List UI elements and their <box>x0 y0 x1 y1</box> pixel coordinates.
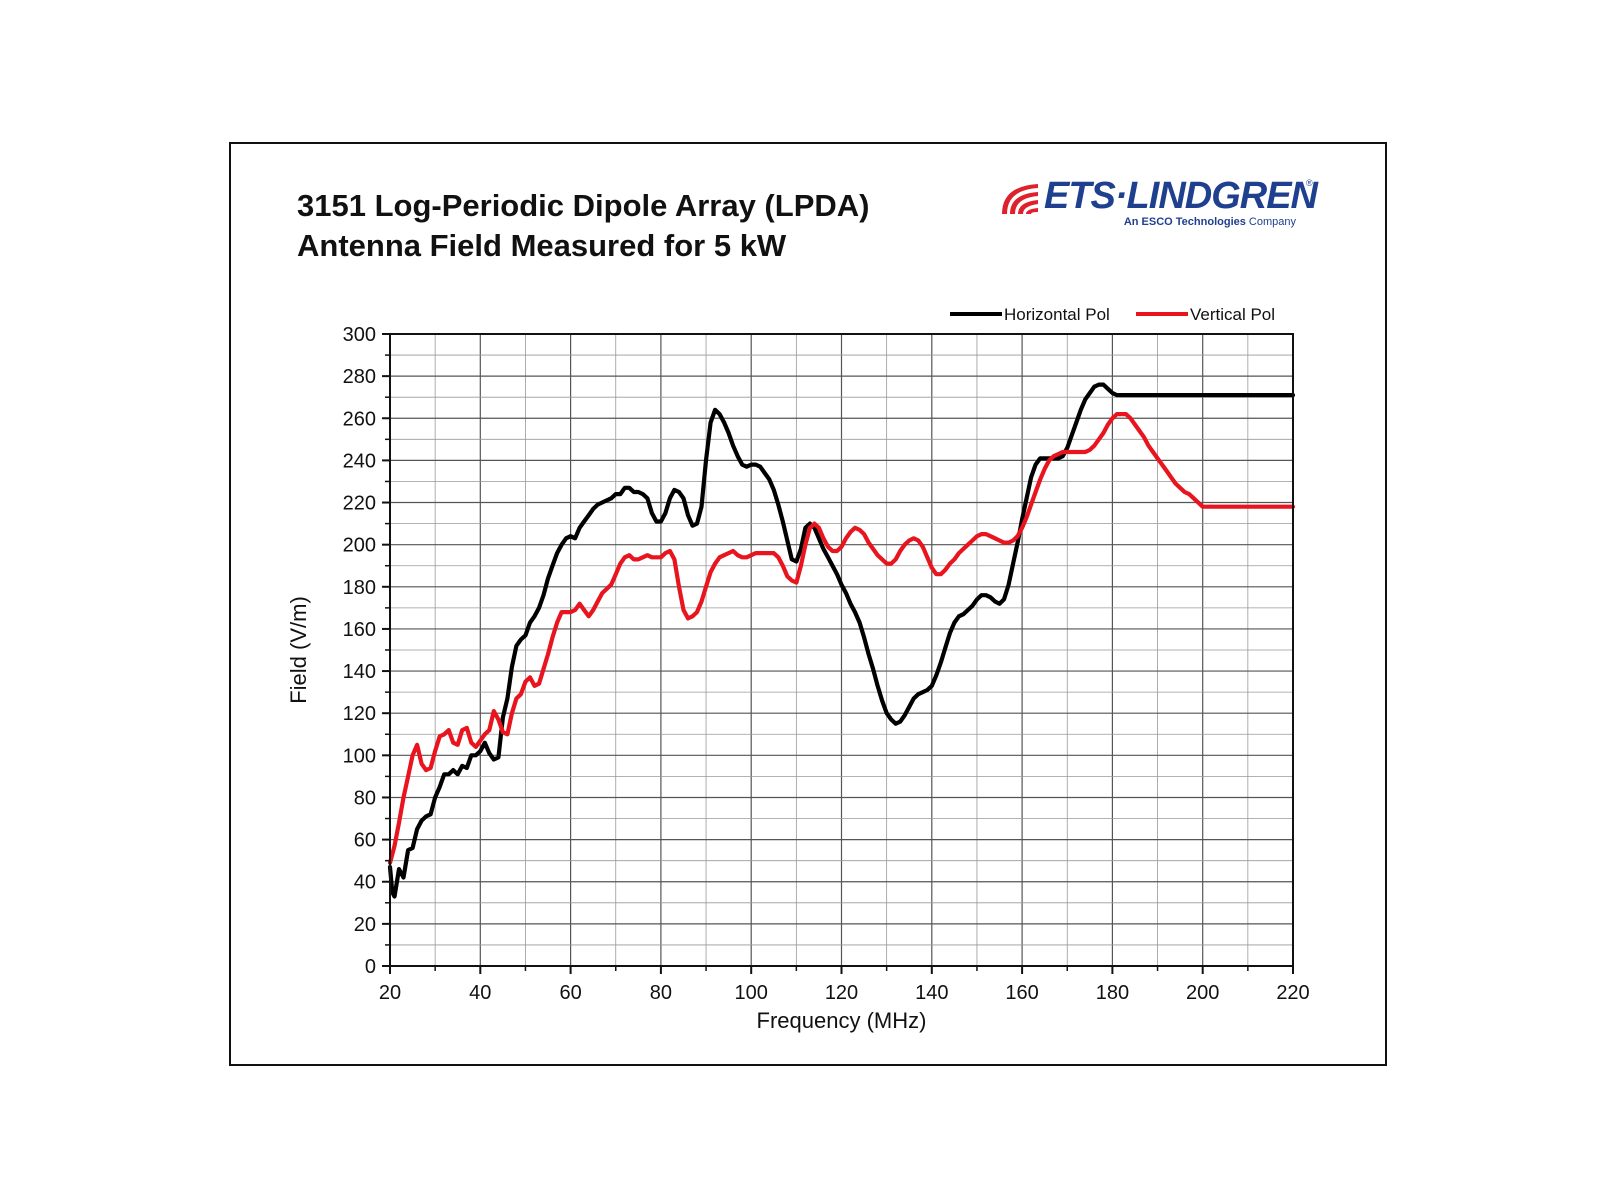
y-tick-label: 260 <box>343 408 376 430</box>
x-tick-label: 20 <box>379 982 401 1004</box>
x-tick-label: 180 <box>1096 982 1129 1004</box>
x-tick-label: 100 <box>735 982 768 1004</box>
y-tick-label: 300 <box>343 324 376 346</box>
legend-label-horizontal-pol: Horizontal Pol <box>1004 305 1110 324</box>
logo-wordmark: ETS·LINDGREN <box>1044 175 1318 217</box>
x-tick-label: 160 <box>1005 982 1038 1004</box>
title-line-1: 3151 Log-Periodic Dipole Array (LPDA) <box>297 188 870 223</box>
x-tick-label: 60 <box>559 982 581 1004</box>
chart-frame <box>229 142 1387 1066</box>
company-logo: ETS·LINDGREN ® An ESCO Technologies Comp… <box>998 176 1318 236</box>
y-tick-label: 120 <box>343 703 376 725</box>
x-tick-label: 220 <box>1276 982 1309 1004</box>
y-tick-label: 280 <box>343 366 376 388</box>
logo-tagline-bold: An ESCO Technologies <box>1123 216 1246 228</box>
y-tick-label: 80 <box>354 787 376 809</box>
y-tick-label: 220 <box>343 493 376 515</box>
logo-tagline: An ESCO Technologies Company <box>1124 216 1296 228</box>
y-tick-label: 40 <box>354 872 376 894</box>
axis-ticks: 20 40 60 80 100 120 140 160 180 200 22002040608010… <box>343 324 1310 1004</box>
logo-waves-icon <box>1002 184 1038 214</box>
x-tick-label: 200 <box>1186 982 1219 1004</box>
y-tick-label: 180 <box>343 577 376 599</box>
x-tick-label: 80 <box>650 982 672 1004</box>
y-tick-label: 60 <box>354 830 376 852</box>
y-tick-label: 100 <box>343 745 376 767</box>
x-tick-label: 40 <box>469 982 491 1004</box>
x-axis-label: Frequency (MHz) <box>757 1008 927 1033</box>
y-tick-label: 0 <box>365 956 376 978</box>
logo-registered-mark: ® <box>1306 178 1313 188</box>
x-tick-label: 120 <box>825 982 858 1004</box>
series-line-vertical-pol <box>387 412 1296 865</box>
legend-label-vertical-pol: Vertical Pol <box>1190 305 1275 324</box>
chart-legend: Horizontal Pol Vertical Pol <box>950 305 1275 324</box>
title-line-2: Antenna Field Measured for 5 kW <box>297 228 787 263</box>
series-lines <box>387 382 1296 899</box>
y-tick-label: 160 <box>343 619 376 641</box>
series-line-horizontal-pol <box>387 382 1296 899</box>
grid <box>389 333 1294 967</box>
logo-tagline-rest: Company <box>1245 216 1296 228</box>
y-tick-label: 200 <box>343 535 376 557</box>
y-tick-label: 240 <box>343 450 376 472</box>
page-title: 3151 Log-Periodic Dipole Array (LPDA) An… <box>297 186 869 266</box>
y-axis-label: Field (V/m) <box>286 596 311 704</box>
y-tick-label: 140 <box>343 661 376 683</box>
y-tick-label: 20 <box>354 914 376 936</box>
x-tick-label: 140 <box>915 982 948 1004</box>
